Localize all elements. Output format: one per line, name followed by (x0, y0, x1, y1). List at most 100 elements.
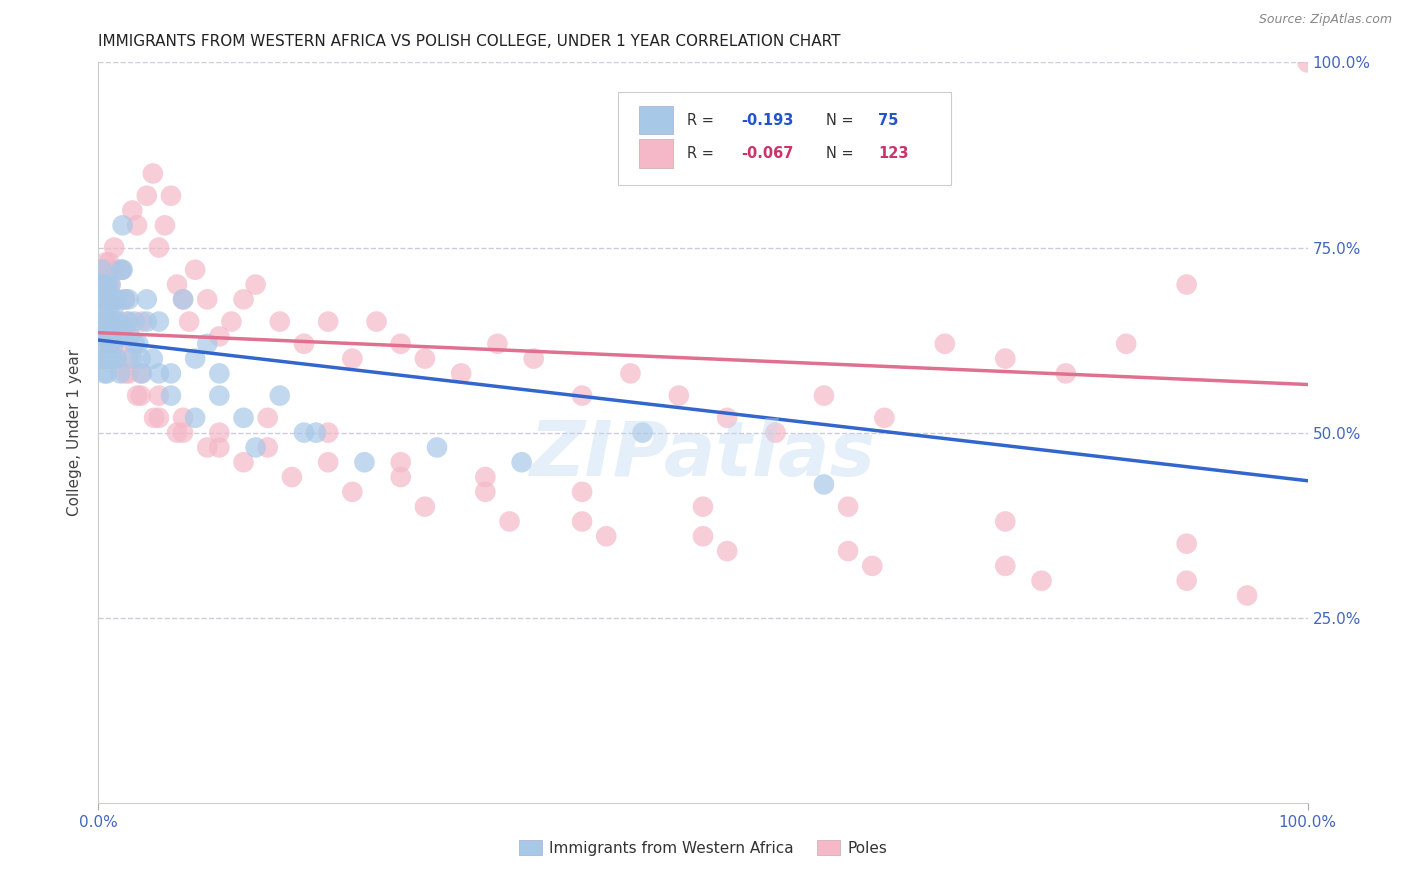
Point (90, 307, 112, 321)
Point (292, 425, 315, 440)
Point (91, 293, 114, 307)
Point (1031, 574, 1053, 588)
FancyBboxPatch shape (619, 92, 950, 185)
Text: N =: N = (827, 112, 859, 128)
Point (172, 425, 194, 440)
Point (103, 300, 125, 314)
Point (110, 262, 132, 277)
Point (305, 425, 328, 440)
Point (114, 293, 136, 307)
Point (716, 544, 738, 558)
Point (96, 293, 118, 307)
Point (89, 336, 111, 351)
Point (245, 277, 267, 292)
Point (994, 351, 1017, 366)
Point (389, 470, 412, 484)
Point (281, 470, 304, 484)
Point (142, 351, 165, 366)
Point (107, 293, 129, 307)
Point (100, 314, 122, 328)
Point (96, 262, 118, 277)
Point (166, 277, 188, 292)
Text: R =: R = (688, 112, 718, 128)
Point (97, 277, 120, 292)
Point (131, 314, 153, 328)
Text: 123: 123 (879, 146, 908, 161)
Point (595, 529, 617, 543)
Bar (638, 139, 673, 168)
Point (91, 277, 114, 292)
Point (129, 351, 152, 366)
Point (127, 336, 149, 351)
Point (316, 425, 339, 440)
Point (112, 322, 135, 336)
Point (153, 219, 176, 233)
Point (184, 410, 207, 425)
Point (101, 314, 124, 328)
Point (208, 388, 231, 402)
Point (94, 255, 117, 269)
Point (93, 329, 115, 343)
Point (765, 425, 787, 440)
Point (91, 300, 114, 314)
Point (100, 293, 122, 307)
Point (97, 277, 120, 292)
Point (172, 293, 194, 307)
Point (195, 293, 218, 307)
Point (108, 367, 131, 381)
Point (124, 314, 146, 328)
Point (232, 410, 254, 425)
Point (101, 262, 124, 277)
Point (105, 351, 128, 366)
Point (91, 262, 114, 277)
Point (96, 307, 118, 321)
Point (316, 455, 339, 469)
Point (232, 293, 254, 307)
Point (100, 329, 122, 343)
Point (118, 367, 141, 381)
Point (118, 329, 141, 343)
Point (91, 329, 114, 343)
Point (668, 388, 690, 402)
Point (1175, 574, 1198, 588)
Point (100, 351, 122, 366)
Point (148, 240, 170, 255)
Point (716, 410, 738, 425)
Text: IMMIGRANTS FROM WESTERN AFRICA VS POLISH COLLEGE, UNDER 1 YEAR CORRELATION CHART: IMMIGRANTS FROM WESTERN AFRICA VS POLISH… (98, 34, 841, 49)
Point (316, 314, 339, 328)
Text: Source: ZipAtlas.com: Source: ZipAtlas.com (1258, 13, 1392, 27)
Point (96, 329, 118, 343)
Point (160, 388, 183, 402)
Point (498, 515, 520, 529)
Point (571, 515, 593, 529)
Point (90, 262, 112, 277)
Point (413, 500, 436, 514)
Point (1236, 589, 1258, 603)
Point (111, 262, 134, 277)
Point (1054, 367, 1077, 381)
Point (256, 410, 278, 425)
Point (105, 351, 128, 366)
Point (160, 188, 183, 202)
Point (148, 367, 170, 381)
Point (813, 388, 835, 402)
Point (94, 351, 117, 366)
Y-axis label: College, Under 1 year: College, Under 1 year (67, 349, 83, 516)
Point (208, 329, 231, 343)
Point (97, 314, 120, 328)
Point (100, 314, 122, 328)
Point (108, 329, 131, 343)
Point (1115, 336, 1137, 351)
Point (172, 410, 194, 425)
Point (510, 455, 533, 469)
Point (994, 515, 1017, 529)
Point (91, 277, 114, 292)
Point (450, 367, 472, 381)
Point (195, 441, 218, 455)
Point (103, 336, 125, 351)
Point (160, 367, 183, 381)
Point (474, 470, 496, 484)
Point (108, 314, 131, 328)
Point (135, 188, 157, 202)
Point (1296, 55, 1319, 70)
